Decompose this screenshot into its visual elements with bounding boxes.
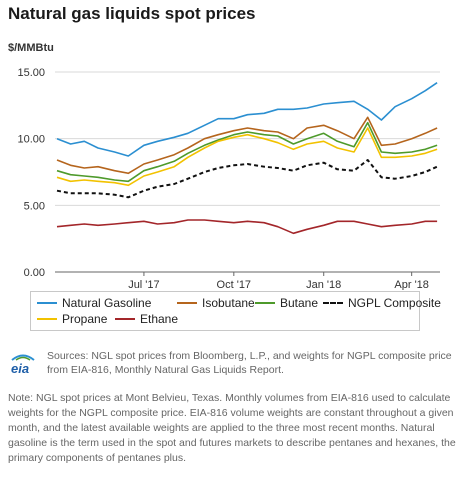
svg-text:eia: eia bbox=[11, 361, 29, 375]
x-tick-label: Oct '17 bbox=[217, 279, 252, 290]
legend-item-butane: Butane bbox=[255, 296, 318, 310]
note-text: Note: NGL spot prices at Mont Belvieu, T… bbox=[8, 392, 456, 464]
chart-legend: Natural Gasoline Isobutane Butane NGPL C… bbox=[30, 291, 441, 331]
x-tick-labels: Jul '17 Oct '17 Jan '18 Apr '18 bbox=[128, 272, 429, 290]
legend-swatch-butane bbox=[255, 301, 275, 304]
y-tick-label: 5.00 bbox=[24, 200, 45, 212]
x-tick-label: Apr '18 bbox=[394, 279, 429, 290]
y-tick-label: 15.00 bbox=[17, 67, 45, 79]
legend-item-ngpl-composite: NGPL Composite bbox=[323, 296, 441, 310]
legend-swatch-ngpl-composite bbox=[323, 301, 343, 304]
legend-item-ethane: Ethane bbox=[115, 312, 178, 326]
legend-label-natural-gasoline: Natural Gasoline bbox=[62, 296, 152, 310]
sources-text: Sources: NGL spot prices from Bloomberg,… bbox=[47, 350, 452, 376]
legend-swatch-natural-gasoline bbox=[37, 301, 57, 304]
legend-item-isobutane: Isobutane bbox=[177, 296, 255, 310]
y-tick-label: 0.00 bbox=[24, 267, 45, 279]
series-line-isobutane bbox=[56, 116, 438, 175]
legend-label-ngpl-composite: NGPL Composite bbox=[348, 296, 441, 310]
series-line-butane bbox=[56, 121, 438, 183]
legend-item-natural-gasoline: Natural Gasoline bbox=[37, 296, 151, 310]
x-tick-label: Jan '18 bbox=[306, 279, 341, 290]
chart-title: Natural gas liquids spot prices bbox=[8, 4, 256, 23]
series-line-natural-gasoline bbox=[56, 82, 438, 157]
legend-swatch-ethane bbox=[115, 317, 135, 320]
series-lines bbox=[56, 82, 438, 235]
legend-label-butane: Butane bbox=[280, 296, 319, 310]
x-tick-label: Jul '17 bbox=[128, 279, 159, 290]
legend-label-ethane: Ethane bbox=[140, 312, 179, 326]
y-axis-unit-label: $/MMBtu bbox=[8, 42, 54, 54]
gridlines bbox=[55, 71, 440, 273]
legend-swatch-isobutane bbox=[177, 301, 197, 304]
legend-label-propane: Propane bbox=[62, 312, 108, 326]
y-tick-labels: 0.00 5.00 10.00 15.00 bbox=[17, 67, 45, 279]
line-chart: 0.00 5.00 10.00 15.00 Jul '17 Oct '17 Jan '18… bbox=[17, 67, 440, 290]
series-line-ngpl-composite bbox=[56, 159, 438, 199]
eia-logo: eia bbox=[11, 354, 35, 375]
y-tick-label: 10.00 bbox=[17, 134, 45, 146]
legend-item-propane: Propane bbox=[37, 312, 107, 326]
legend-swatch-propane bbox=[37, 317, 57, 320]
series-line-ethane bbox=[56, 219, 438, 235]
legend-label-isobutane: Isobutane bbox=[202, 296, 255, 310]
series-line-propane bbox=[56, 127, 438, 187]
